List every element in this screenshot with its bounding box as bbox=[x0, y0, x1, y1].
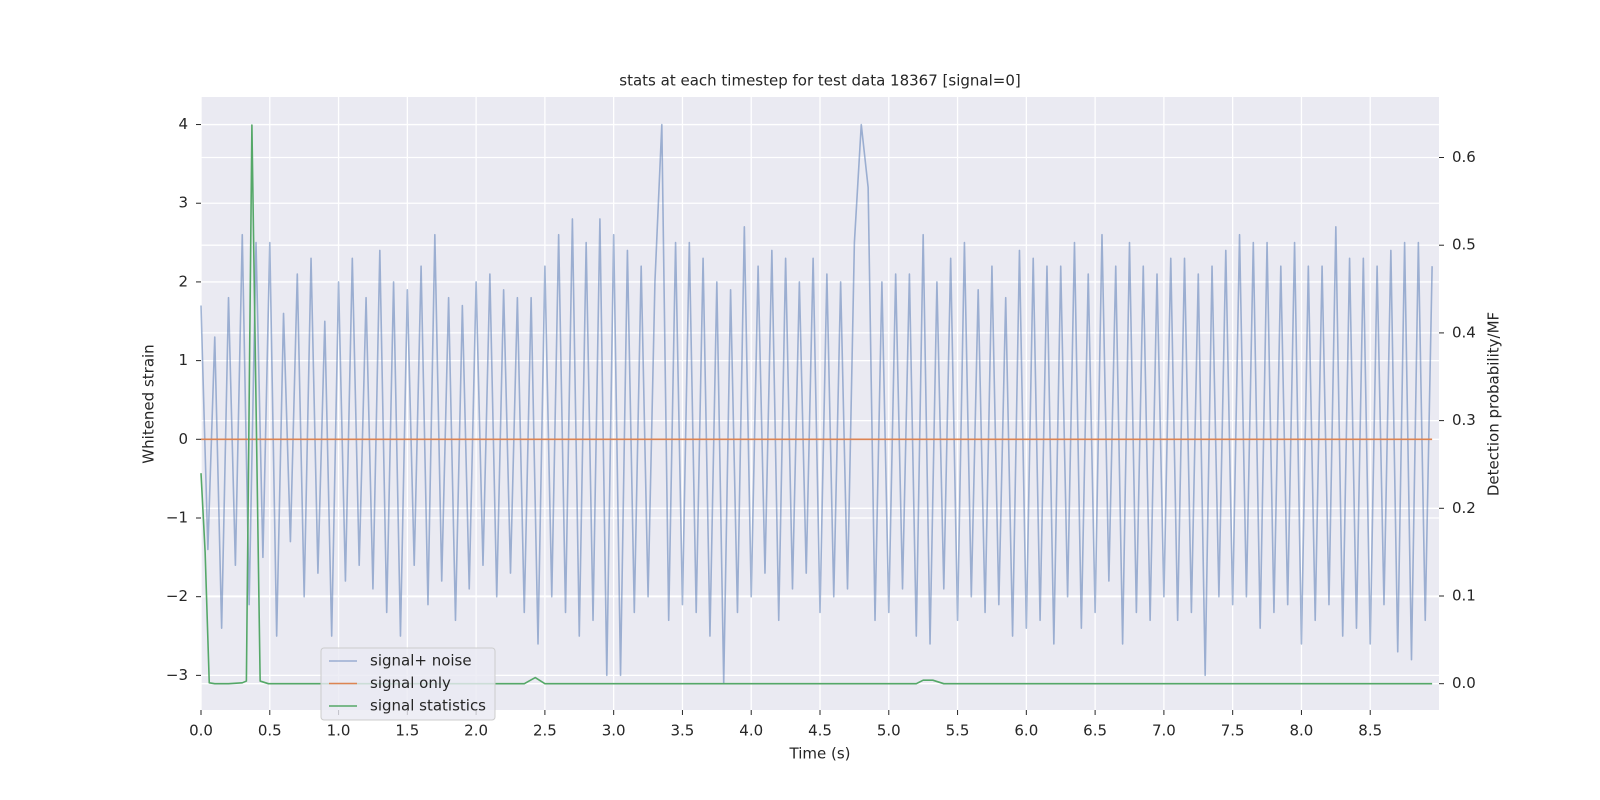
y2-tick-label: 0.5 bbox=[1452, 236, 1476, 254]
legend-label: signal statistics bbox=[370, 697, 486, 715]
series-line bbox=[200, 124, 1433, 685]
y-tick-label: −2 bbox=[166, 587, 188, 605]
x-tick-label: 1.5 bbox=[395, 722, 419, 740]
legend-box bbox=[320, 647, 496, 721]
legend-label: signal+ noise bbox=[370, 652, 472, 670]
x-tick-label: 0.5 bbox=[258, 722, 282, 740]
y2-tick-label: 0.0 bbox=[1452, 674, 1476, 692]
y-axis-label: Whitened strain bbox=[140, 344, 158, 463]
y2-tick-label: 0.3 bbox=[1452, 411, 1476, 429]
y2-tick-label: 0.4 bbox=[1452, 323, 1476, 341]
x-tick-label: 3.0 bbox=[602, 722, 626, 740]
y2-tick-label: 0.1 bbox=[1452, 586, 1476, 604]
series-line bbox=[200, 123, 1433, 685]
y-tick-label: 4 bbox=[178, 115, 188, 133]
y-tick-label: −1 bbox=[166, 508, 188, 526]
y-tick-label: 0 bbox=[178, 430, 188, 448]
marks bbox=[200, 123, 1439, 685]
x-tick-label: 2.5 bbox=[533, 722, 557, 740]
x-tick-label: 6.0 bbox=[1014, 722, 1038, 740]
legend-label: signal only bbox=[370, 674, 451, 692]
axes: 0.0 0.5 1.0 1.5 2.0 2.5 3.0 3.5 4.0 4.5 5.0 5.5 6.0 6… bbox=[166, 115, 1476, 739]
y2-tick-label: 0.2 bbox=[1452, 499, 1476, 517]
x-tick-label: 5.0 bbox=[877, 722, 901, 740]
y-tick-label: 1 bbox=[178, 351, 188, 369]
x-tick-label: 4.5 bbox=[808, 722, 832, 740]
x-tick-label: 0.0 bbox=[189, 722, 213, 740]
x-tick-label: 2.0 bbox=[464, 722, 488, 740]
x-tick-label: 1.0 bbox=[327, 722, 351, 740]
chart-title: stats at each timestep for test data 183… bbox=[619, 72, 1020, 90]
legend: signal+ noise signal only signal statistic… bbox=[320, 647, 496, 721]
y-tick-label: 2 bbox=[178, 272, 188, 290]
y2-axis-label: Detection probability/MF bbox=[1485, 312, 1503, 496]
x-tick-label: 8.0 bbox=[1290, 722, 1314, 740]
x-tick-label: 6.5 bbox=[1083, 722, 1107, 740]
y-tick-label: −3 bbox=[166, 666, 188, 684]
x-axis-label: Time (s) bbox=[789, 745, 851, 763]
x-tick-label: 8.5 bbox=[1358, 722, 1382, 740]
x-tick-label: 7.5 bbox=[1221, 722, 1245, 740]
x-tick-label: 5.5 bbox=[946, 722, 970, 740]
y2-tick-label: 0.6 bbox=[1452, 148, 1476, 166]
x-tick-label: 7.0 bbox=[1152, 722, 1176, 740]
x-tick-label: 4.0 bbox=[739, 722, 763, 740]
y-tick-label: 3 bbox=[178, 194, 188, 212]
x-tick-label: 3.5 bbox=[671, 722, 695, 740]
